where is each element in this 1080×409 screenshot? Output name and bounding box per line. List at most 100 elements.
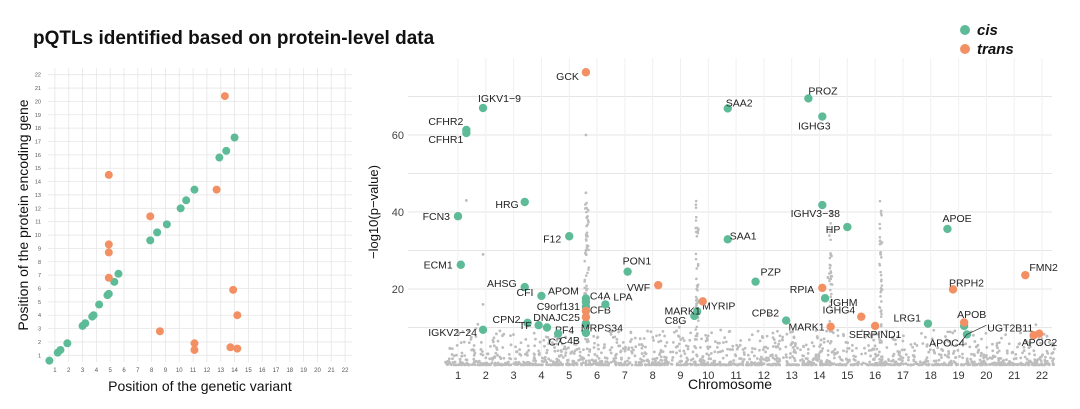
background-point <box>696 229 700 233</box>
background-point <box>1023 363 1027 367</box>
background-point <box>545 348 549 352</box>
y-tick-label: 20 <box>35 99 41 105</box>
background-point <box>679 338 683 341</box>
background-point <box>593 361 597 365</box>
background-point <box>836 350 840 354</box>
x-tick-label: 17 <box>273 368 280 374</box>
background-point <box>617 361 620 365</box>
background-point <box>758 339 762 343</box>
background-point <box>584 253 588 256</box>
background-point <box>977 348 981 352</box>
background-point <box>585 287 589 291</box>
background-point <box>826 276 830 279</box>
point-label: TF <box>519 320 532 332</box>
background-point <box>1006 363 1009 366</box>
background-point <box>705 352 709 356</box>
trans-point <box>220 92 229 101</box>
background-point <box>894 342 898 346</box>
background-point <box>694 252 698 256</box>
background-point <box>532 356 536 359</box>
background-point <box>1043 358 1047 362</box>
background-point <box>829 271 833 275</box>
background-point <box>883 360 887 363</box>
background-point <box>587 248 590 252</box>
background-point <box>880 300 883 303</box>
background-point <box>704 339 708 343</box>
background-point <box>771 336 775 339</box>
background-point <box>630 338 633 341</box>
background-point <box>641 344 645 348</box>
background-point <box>865 333 869 337</box>
background-point <box>868 360 872 364</box>
background-point <box>472 357 476 361</box>
background-point <box>842 349 845 353</box>
background-point <box>584 248 588 252</box>
background-point <box>710 362 714 366</box>
x-tick-label: 15 <box>841 370 853 382</box>
background-point <box>909 343 913 346</box>
background-point <box>801 361 805 365</box>
background-point <box>985 346 989 349</box>
background-point <box>484 363 488 367</box>
background-point <box>652 350 656 354</box>
background-point <box>1043 363 1047 367</box>
background-point <box>828 341 832 345</box>
background-point <box>943 353 947 357</box>
background-point <box>884 329 888 333</box>
background-point <box>603 363 607 367</box>
x-tick-label: 18 <box>925 370 937 382</box>
background-point <box>537 363 541 367</box>
background-point <box>564 335 568 339</box>
background-point <box>901 339 905 343</box>
background-point <box>681 336 685 340</box>
background-point <box>850 343 854 347</box>
background-point <box>523 352 527 356</box>
background-point <box>814 353 818 357</box>
background-point <box>878 357 881 361</box>
x-tick-label: 6 <box>122 368 126 374</box>
y-axis-label: −log10(p−value) <box>366 165 381 259</box>
background-point <box>1018 342 1022 345</box>
cis-point <box>478 103 488 113</box>
background-point <box>450 353 454 356</box>
background-point <box>1041 353 1045 357</box>
background-point <box>479 348 483 351</box>
cis-point <box>723 235 732 244</box>
background-point <box>655 362 659 366</box>
background-point <box>1011 363 1015 367</box>
background-point <box>489 363 493 367</box>
background-point <box>729 360 733 364</box>
background-point <box>686 345 690 348</box>
background-point <box>751 347 754 350</box>
background-point <box>632 348 635 352</box>
background-point <box>1037 363 1041 367</box>
background-point <box>780 338 784 341</box>
background-point <box>721 341 725 344</box>
background-point <box>451 360 455 364</box>
trans-point <box>104 240 113 249</box>
trans-point <box>190 339 199 348</box>
background-point <box>855 346 858 350</box>
background-point <box>878 235 882 239</box>
background-point <box>605 356 609 360</box>
x-tick-label: 5 <box>109 368 113 374</box>
background-point <box>782 356 785 360</box>
background-point <box>555 342 559 346</box>
background-point <box>828 288 832 292</box>
cis-point <box>751 277 760 286</box>
background-point <box>867 363 871 367</box>
y-tick-label: 60 <box>392 130 404 142</box>
background-point <box>880 359 883 363</box>
background-point <box>564 351 568 355</box>
background-point <box>960 363 963 366</box>
background-point <box>671 341 675 344</box>
background-point <box>646 358 650 362</box>
background-point <box>695 332 699 336</box>
x-tick-label: 1 <box>455 370 461 382</box>
background-point <box>563 345 567 349</box>
background-point <box>841 363 845 367</box>
background-point <box>455 329 459 333</box>
x-tick-label: 20 <box>314 368 321 374</box>
background-point <box>943 341 946 345</box>
background-point <box>849 363 853 367</box>
